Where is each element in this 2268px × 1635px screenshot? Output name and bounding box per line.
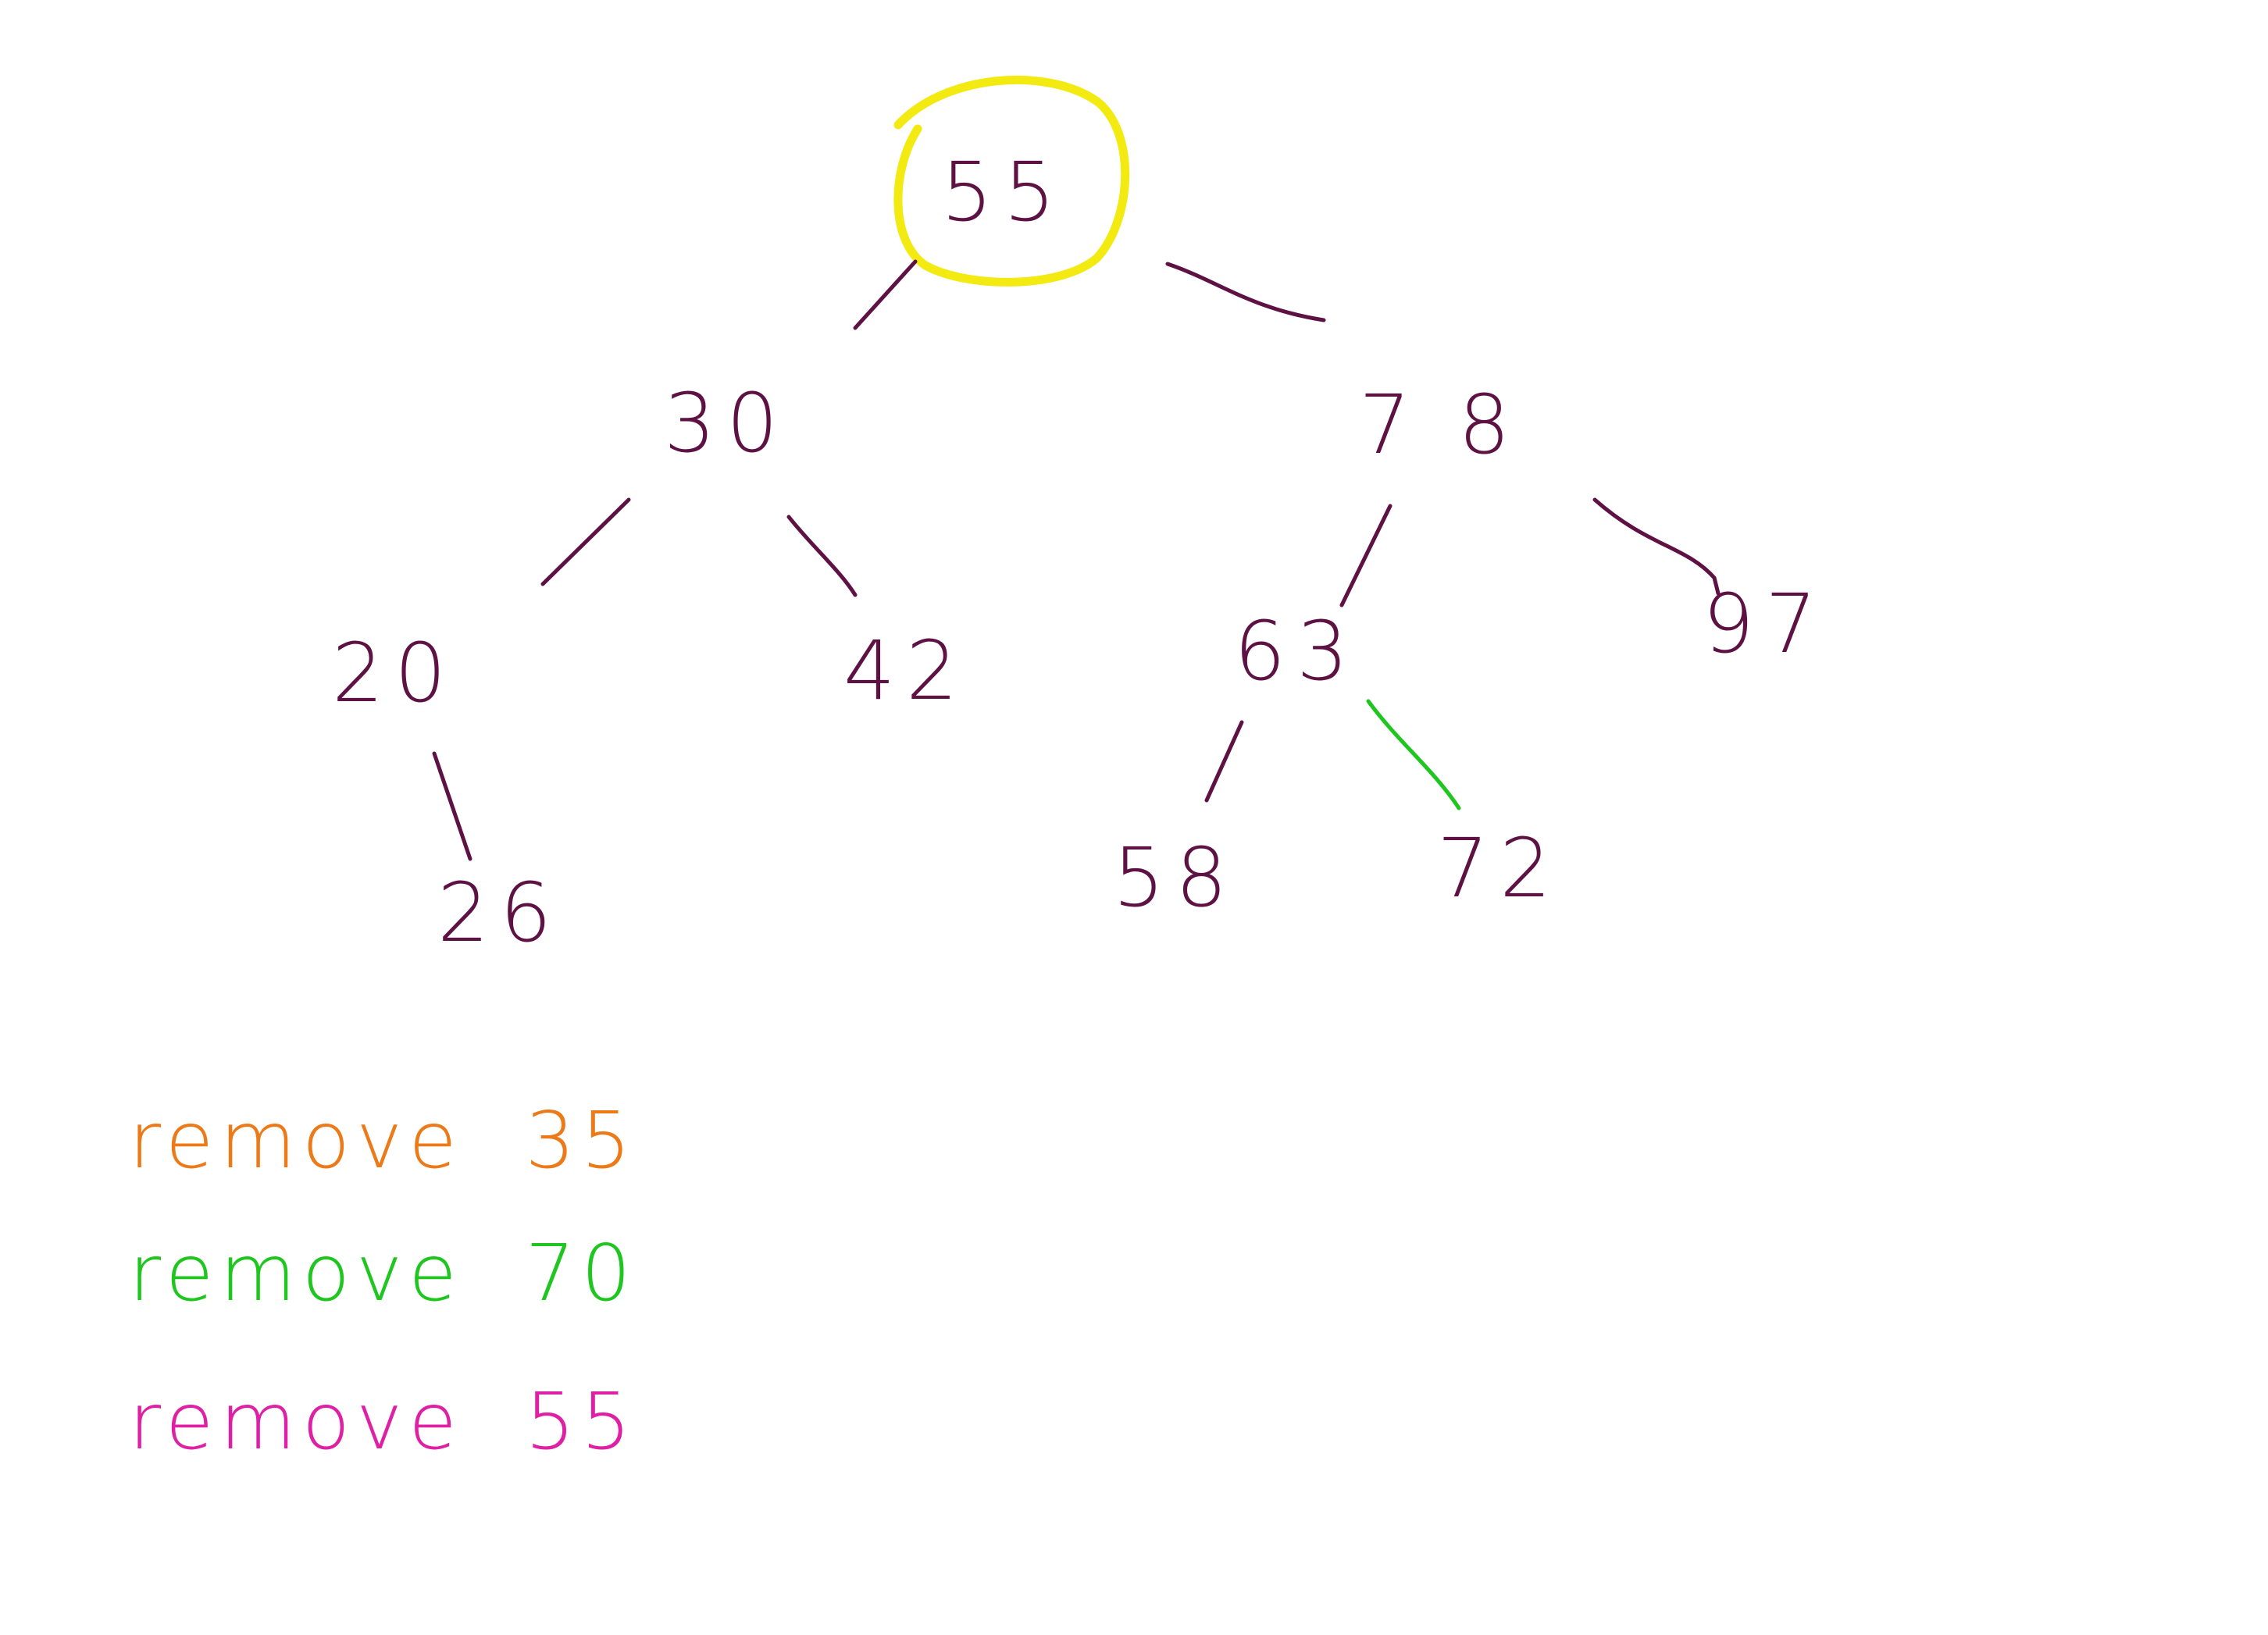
removal-notes: remove 35 remove 70 remove 55 xyxy=(129,1095,637,1467)
edge-30-20 xyxy=(540,497,631,586)
note-remove-70: remove 70 xyxy=(129,1227,637,1319)
edge-63-58 xyxy=(1204,720,1244,803)
node-58: 58 xyxy=(1113,830,1238,925)
note-word: remove xyxy=(129,1376,463,1467)
note-value: 55 xyxy=(526,1376,637,1467)
node-42: 42 xyxy=(843,623,968,718)
edge-55-78 xyxy=(1165,262,1326,322)
note-value: 70 xyxy=(526,1227,637,1319)
edge-30-42 xyxy=(786,515,858,597)
note-remove-55: remove 55 xyxy=(129,1376,637,1467)
edge-78-63 xyxy=(1339,504,1393,607)
note-remove-35: remove 35 xyxy=(129,1095,637,1186)
node-78: 7 8 xyxy=(1359,377,1521,472)
node-63: 63 xyxy=(1234,604,1359,699)
node-97: 97 xyxy=(1703,576,1828,671)
node-26: 26 xyxy=(437,865,562,960)
note-value: 35 xyxy=(526,1095,637,1186)
node-20: 20 xyxy=(332,625,457,721)
node-72: 72 xyxy=(1437,821,1562,916)
root-highlight-circle xyxy=(893,75,1130,287)
node-55: 55 xyxy=(941,144,1066,240)
note-word: remove xyxy=(129,1095,463,1186)
tree-nodes: 55 30 7 8 20 42 63 97 26 58 72 xyxy=(332,144,1828,960)
edge-63-72 xyxy=(1366,699,1461,810)
node-30: 30 xyxy=(664,376,789,471)
edge-78-97 xyxy=(1592,497,1721,596)
note-word: remove xyxy=(129,1227,463,1319)
edge-55-30 xyxy=(853,259,918,330)
edge-20-26 xyxy=(432,751,472,861)
tree-edges xyxy=(432,259,1721,861)
